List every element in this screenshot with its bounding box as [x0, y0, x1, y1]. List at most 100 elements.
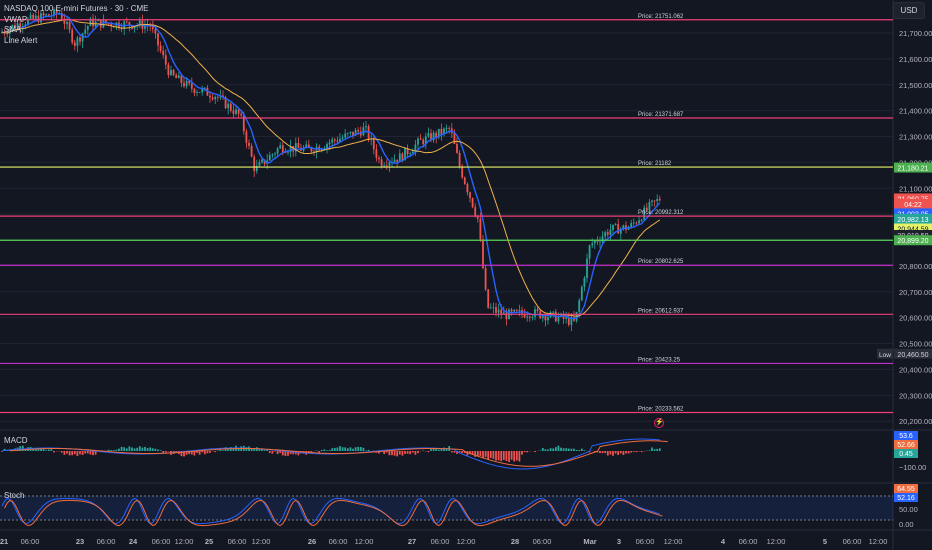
candle-body: [276, 148, 279, 154]
macd-tick-label: −100.00: [899, 463, 926, 472]
candle-body: [73, 42, 76, 46]
candle-body: [274, 153, 276, 155]
macd-bar: [81, 451, 84, 455]
candle-body: [144, 25, 146, 29]
time-tick-label: 06:00: [431, 537, 450, 546]
candle-body: [47, 14, 50, 16]
candle-body: [302, 147, 305, 151]
candle-body: [398, 153, 401, 162]
macd-bar: [508, 451, 510, 463]
macd-bar: [541, 448, 544, 451]
time-tick-label: 06:00: [97, 537, 116, 546]
candle-body: [45, 14, 48, 16]
candle-body: [424, 136, 427, 145]
macd-bar: [612, 451, 614, 456]
candle-body: [443, 128, 445, 135]
macd-bar: [34, 448, 37, 451]
macd-bar: [492, 451, 495, 459]
time-tick-label: 06:00: [152, 537, 171, 546]
macd-bar: [575, 449, 578, 451]
macd-bar: [201, 451, 204, 453]
macd-bar: [627, 451, 630, 454]
candle-body: [154, 29, 157, 34]
candle-body: [333, 139, 336, 141]
candle-body: [445, 128, 448, 129]
symbol-title[interactable]: NASDAQ 100 E-mini Futures · 30 · CME: [4, 4, 149, 13]
candle-body: [133, 26, 136, 29]
macd-bar: [333, 447, 336, 451]
alert-line-label: Price: 21371.687: [638, 112, 684, 118]
candle-body: [328, 142, 331, 145]
candle-body: [344, 133, 347, 138]
candle-body: [250, 145, 253, 157]
svg-text:52.66: 52.66: [897, 442, 915, 449]
candle-body: [609, 229, 612, 235]
candle-body: [531, 316, 534, 318]
candle-body: [643, 207, 646, 220]
currency-button[interactable]: USD: [893, 2, 925, 19]
candle-body: [279, 145, 282, 149]
alert-line-label: Price: 21182: [638, 161, 672, 167]
candle-body: [24, 24, 27, 26]
macd-bar: [190, 451, 193, 455]
candle-body: [255, 165, 258, 171]
alert-lightning-icon[interactable]: ⚡: [654, 418, 664, 428]
macd-bar: [89, 451, 92, 455]
candle-body: [188, 80, 191, 84]
macd-bar: [622, 451, 625, 455]
macd-bar: [632, 451, 635, 452]
price-axis-label: 20,460.50: [894, 348, 932, 359]
candle-body: [622, 225, 625, 229]
macd-bar: [318, 451, 321, 453]
macd-bar: [619, 451, 622, 454]
candle-body: [281, 145, 284, 153]
candle-body: [248, 142, 250, 146]
macd-bar: [578, 450, 581, 451]
time-tick-label: 12:00: [252, 537, 271, 546]
candle-body: [172, 69, 175, 75]
macd-bar: [209, 451, 211, 453]
candle-body: [287, 151, 289, 153]
candle-body: [84, 29, 87, 34]
macd-bar: [479, 451, 482, 457]
candle-body: [497, 309, 500, 313]
macd-bar: [320, 449, 323, 451]
macd-bar: [445, 448, 448, 451]
macd-bar: [534, 451, 536, 453]
stoch-label[interactable]: Stoch: [4, 491, 25, 500]
macd-bar: [37, 447, 40, 451]
macd-bar: [515, 451, 518, 461]
macd-bar: [570, 448, 573, 451]
candle-body: [580, 286, 583, 301]
time-tick-label: 06:00: [636, 537, 655, 546]
macd-bar: [401, 451, 404, 456]
vwap-line: [1, 13, 661, 320]
candle-body: [482, 239, 484, 269]
time-tick-label: 06:00: [739, 537, 758, 546]
indicator-line-alert[interactable]: Line Alert: [4, 35, 38, 45]
candle-body: [557, 316, 560, 322]
macd-bar: [250, 448, 253, 451]
macd-label[interactable]: MACD: [4, 436, 28, 445]
candle-body: [42, 13, 45, 16]
time-tick-label: 06:00: [533, 537, 552, 546]
macd-bar: [487, 451, 490, 460]
candle-body: [27, 18, 29, 25]
time-tick-label: 3: [617, 537, 621, 546]
indicator-sma[interactable]: SMA: [4, 25, 22, 34]
macd-bar: [196, 451, 198, 453]
macd-bar: [653, 449, 656, 451]
price-tick-label: 20,600.00: [899, 314, 932, 323]
indicator-vwap[interactable]: VWAP: [4, 14, 28, 24]
macd-bar: [341, 447, 344, 451]
time-tick-label: 12:00: [869, 537, 888, 546]
svg-text:52.16: 52.16: [897, 495, 915, 502]
candle-body: [471, 197, 474, 208]
macd-bar: [435, 448, 438, 451]
candle-body: [229, 103, 232, 111]
macd-bar: [136, 447, 139, 451]
candle-body: [346, 133, 349, 134]
candle-body: [79, 37, 81, 42]
time-tick-label: 06:00: [329, 537, 348, 546]
